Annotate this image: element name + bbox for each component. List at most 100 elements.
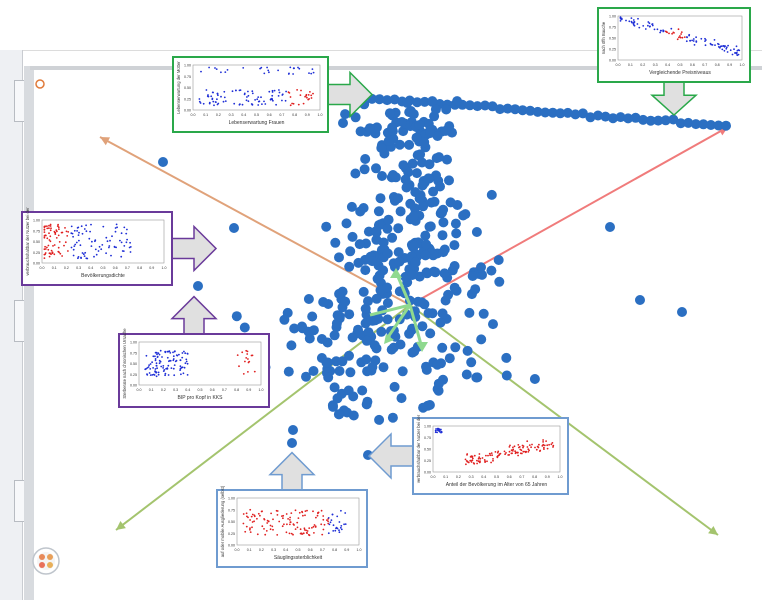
data-point[interactable] (437, 230, 448, 241)
data-point[interactable] (424, 159, 435, 170)
data-point[interactable] (400, 174, 411, 185)
data-point[interactable] (449, 261, 460, 271)
data-point[interactable] (337, 356, 348, 367)
data-point[interactable] (354, 239, 365, 250)
data-point[interactable] (361, 335, 372, 346)
data-point[interactable] (360, 303, 371, 314)
data-point[interactable] (501, 352, 512, 363)
data-point[interactable] (397, 366, 408, 377)
data-point[interactable] (394, 256, 405, 267)
data-point[interactable] (418, 402, 429, 413)
thumb-saeuglings[interactable]: 0.0 0.1 0.2 0.3 0.4 0.5 0.6 0.7 0.8 0.9 1.0 1.00 0.7… (216, 451, 368, 568)
data-point[interactable] (683, 117, 694, 128)
data-point[interactable] (501, 370, 512, 381)
data-point[interactable] (360, 154, 371, 164)
data-point[interactable] (414, 120, 425, 130)
data-point[interactable] (340, 296, 351, 307)
data-point[interactable] (562, 107, 573, 118)
data-point[interactable] (417, 157, 427, 168)
data-point[interactable] (386, 344, 397, 355)
data-point[interactable] (372, 273, 383, 284)
data-point[interactable] (383, 214, 394, 225)
data-point[interactable] (364, 123, 375, 134)
data-point[interactable] (547, 107, 558, 118)
data-point[interactable] (321, 221, 332, 232)
data-point[interactable] (451, 228, 462, 239)
data-point[interactable] (421, 239, 432, 250)
data-point[interactable] (438, 217, 449, 228)
data-point[interactable] (407, 270, 418, 280)
data-point[interactable] (371, 293, 382, 304)
data-point[interactable] (461, 369, 472, 380)
data-point[interactable] (353, 257, 364, 268)
data-point[interactable] (435, 317, 446, 328)
thumb-bevoelkerungsdichte-frame[interactable] (21, 211, 173, 286)
data-point[interactable] (540, 107, 551, 118)
data-point[interactable] (441, 104, 452, 115)
data-point[interactable] (417, 180, 428, 191)
data-point[interactable] (367, 256, 378, 267)
axis-line-red[interactable] (409, 126, 729, 306)
data-point[interactable] (466, 357, 477, 368)
data-point[interactable] (470, 284, 481, 295)
data-point[interactable] (525, 105, 536, 116)
data-point[interactable] (442, 154, 452, 165)
data-point[interactable] (472, 101, 483, 112)
data-point[interactable] (387, 122, 398, 133)
data-point[interactable] (411, 132, 422, 143)
data-point[interactable] (439, 244, 450, 255)
data-point[interactable] (630, 112, 641, 123)
data-point[interactable] (286, 340, 297, 351)
data-point[interactable] (316, 334, 327, 344)
axis-line-orange-arrowhead-icon[interactable] (100, 137, 111, 146)
data-point[interactable] (414, 193, 425, 204)
data-point[interactable] (329, 382, 340, 393)
data-point[interactable] (287, 438, 297, 448)
data-point[interactable] (408, 109, 419, 120)
thumb-saeuglings-frame[interactable] (216, 489, 368, 568)
thumb-anteil[interactable]: 0.0 0.1 0.2 0.3 0.4 0.5 0.6 0.7 0.8 0.9 1.0 1.00 0.7… (367, 414, 569, 495)
data-point[interactable] (363, 226, 374, 237)
data-point[interactable] (361, 399, 372, 410)
data-point[interactable] (570, 109, 581, 120)
data-point[interactable] (289, 323, 300, 334)
data-point[interactable] (158, 157, 168, 167)
data-point[interactable] (389, 381, 400, 392)
thumb-vergleichende[interactable]: 0.0 0.1 0.2 0.3 0.4 0.5 0.6 0.7 0.8 0.9 1.0 1.00 0.7… (597, 7, 751, 117)
data-point[interactable] (390, 172, 401, 183)
data-point[interactable] (444, 175, 454, 186)
data-point[interactable] (439, 268, 450, 279)
data-point[interactable] (471, 227, 482, 237)
data-point[interactable] (358, 286, 369, 297)
data-point[interactable] (279, 314, 290, 325)
data-point[interactable] (660, 115, 671, 126)
data-point[interactable] (510, 104, 521, 115)
data-point[interactable] (645, 115, 656, 126)
data-point[interactable] (487, 101, 498, 112)
data-point[interactable] (428, 186, 439, 197)
thumb-bip[interactable]: 0.0 0.1 0.2 0.3 0.4 0.5 0.6 0.7 0.8 0.9 1.0 1.00 0.7… (118, 295, 270, 408)
data-point[interactable] (382, 223, 393, 234)
data-point[interactable] (675, 118, 686, 129)
data-point[interactable] (529, 374, 540, 384)
data-point[interactable] (344, 261, 355, 272)
data-point[interactable] (231, 311, 242, 322)
data-point[interactable] (449, 282, 460, 293)
data-point[interactable] (360, 265, 371, 276)
data-point[interactable] (396, 117, 407, 127)
data-point[interactable] (419, 96, 430, 107)
data-point[interactable] (363, 296, 373, 307)
data-point[interactable] (471, 372, 482, 383)
data-point[interactable] (283, 366, 294, 377)
data-point[interactable] (328, 401, 338, 412)
app-logo-icon[interactable] (32, 547, 60, 575)
data-point[interactable] (409, 240, 420, 251)
data-point[interactable] (384, 108, 395, 119)
thumb-bip-frame[interactable] (118, 333, 270, 408)
data-point[interactable] (371, 163, 381, 174)
data-point[interactable] (420, 230, 431, 241)
data-point[interactable] (393, 223, 404, 234)
data-point[interactable] (389, 94, 400, 105)
data-point[interactable] (193, 281, 203, 291)
